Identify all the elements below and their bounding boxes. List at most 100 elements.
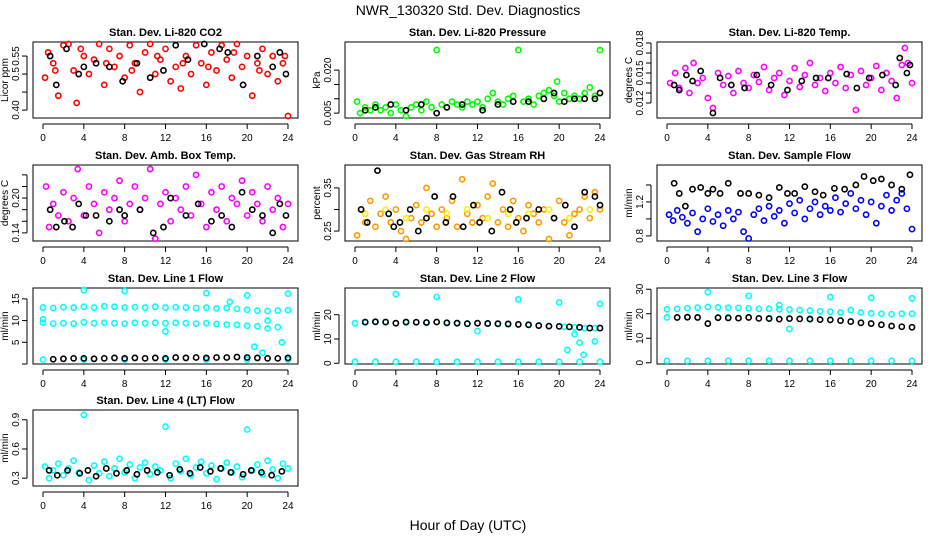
- x-tick-label: 16: [825, 256, 837, 267]
- data-point: [377, 210, 384, 218]
- data-point: [735, 67, 742, 75]
- data-point: [857, 319, 865, 327]
- data-point: [867, 309, 875, 317]
- data-point: [458, 175, 466, 183]
- data-point: [580, 351, 588, 359]
- data-points: [39, 286, 292, 364]
- data-point: [39, 356, 47, 364]
- data-point: [433, 318, 441, 326]
- data-point: [382, 103, 390, 111]
- data-point: [243, 212, 251, 219]
- x-tick-label: 16: [201, 256, 213, 267]
- data-point: [82, 212, 90, 219]
- data-points: [42, 165, 292, 243]
- data-point: [223, 459, 231, 467]
- data-point: [877, 321, 885, 329]
- data-point: [565, 214, 573, 222]
- data-point: [821, 202, 829, 210]
- data-point: [796, 196, 804, 204]
- data-point: [525, 201, 532, 209]
- data-point: [192, 320, 200, 328]
- y-tick-label: 0.015: [635, 60, 646, 85]
- data-point: [504, 223, 512, 231]
- data-point: [801, 215, 809, 223]
- data-point: [90, 319, 98, 327]
- data-point: [402, 112, 410, 120]
- data-point: [883, 191, 890, 199]
- x-tick-label: 8: [122, 256, 128, 267]
- x-tick-label: 12: [472, 379, 484, 390]
- data-point: [223, 217, 231, 225]
- panel-title: Stan. Dev. Gas Stream RH: [410, 150, 546, 162]
- data-point: [126, 200, 134, 208]
- panel-title: Stan. Dev. Sample Flow: [728, 150, 851, 162]
- data-point: [41, 463, 49, 470]
- data-point: [857, 309, 865, 316]
- data-point: [121, 217, 129, 225]
- data-points: [665, 171, 916, 242]
- data-point: [841, 185, 849, 193]
- data-point: [494, 219, 502, 226]
- data-point: [218, 183, 226, 190]
- data-point: [248, 188, 256, 196]
- data-point: [671, 69, 679, 77]
- data-point: [878, 71, 886, 79]
- data-point: [596, 206, 604, 213]
- data-point: [571, 330, 578, 338]
- x-tick-label: 24: [594, 256, 606, 267]
- x-tick-label: 8: [122, 501, 128, 512]
- data-point: [207, 467, 214, 475]
- data-point: [550, 214, 558, 222]
- data-point: [463, 206, 471, 213]
- data-point: [908, 323, 916, 331]
- data-point: [284, 290, 292, 298]
- data-point: [847, 306, 855, 314]
- data-point: [867, 294, 875, 302]
- data-point: [888, 310, 895, 318]
- data-point: [494, 98, 502, 106]
- plot-box: [344, 164, 611, 242]
- data-point: [908, 357, 916, 365]
- data-point: [243, 354, 251, 361]
- data-point: [892, 81, 900, 89]
- data-point: [525, 321, 532, 329]
- data-point: [253, 59, 261, 67]
- data-point: [893, 94, 901, 102]
- y-tick-label: 0.012: [635, 90, 646, 115]
- x-tick-label: 20: [242, 379, 254, 390]
- data-point: [433, 46, 441, 54]
- data-point: [162, 423, 169, 430]
- data-point: [765, 357, 773, 365]
- y-tick-label: 20: [323, 309, 334, 321]
- data-point: [423, 206, 430, 213]
- data-point: [867, 320, 875, 327]
- data-point: [84, 467, 92, 474]
- data-point: [192, 464, 200, 471]
- data-point: [423, 214, 430, 222]
- data-point: [433, 109, 441, 117]
- x-tick-label: 20: [866, 256, 878, 267]
- x-tick-label: 16: [201, 133, 213, 144]
- data-point: [197, 458, 205, 466]
- data-point: [673, 207, 681, 214]
- data-point: [75, 200, 83, 208]
- panel-title: Stan. Dev. Line 4 (LT) Flow: [96, 395, 235, 407]
- data-point: [576, 339, 583, 347]
- data-point: [898, 190, 906, 197]
- data-point: [767, 81, 775, 89]
- data-point: [278, 467, 286, 475]
- data-point: [224, 49, 232, 56]
- data-point: [791, 190, 799, 197]
- data-point: [689, 185, 696, 193]
- data-point: [116, 52, 123, 60]
- y-axis-label: degrees C: [624, 57, 635, 103]
- data-point: [90, 200, 98, 208]
- x-tick-label: 16: [825, 379, 837, 390]
- y-axis-label: percent: [312, 186, 323, 220]
- data-point: [284, 200, 292, 208]
- data-point: [105, 472, 113, 480]
- data-point: [269, 63, 277, 71]
- data-point: [208, 462, 215, 469]
- data-points: [41, 40, 292, 120]
- data-point: [877, 86, 885, 94]
